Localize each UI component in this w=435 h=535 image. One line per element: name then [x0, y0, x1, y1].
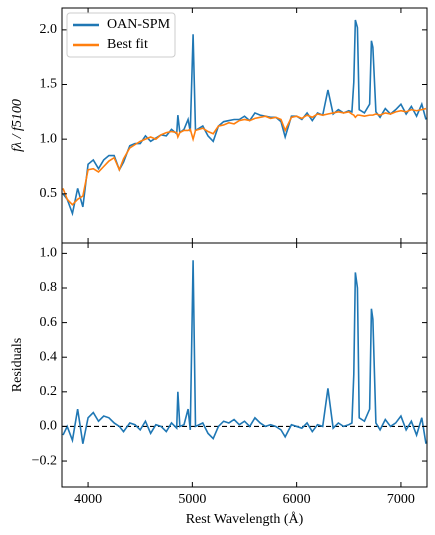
x-tick-label: 4000 — [74, 492, 102, 507]
y-tick-label: 1.5 — [40, 77, 58, 92]
y-axis-label: fλ / f5100 — [10, 99, 25, 152]
spectrum-line — [62, 260, 427, 444]
x-tick-label: 5000 — [178, 492, 206, 507]
y-axis-label: Residuals — [10, 338, 25, 392]
y-tick-label: 0.4 — [40, 349, 58, 364]
y-tick-label: 0.0 — [40, 419, 58, 434]
y-tick-label: −0.2 — [32, 453, 57, 468]
x-tick-label: 7000 — [387, 492, 415, 507]
y-tick-label: 0.8 — [40, 280, 58, 295]
y-tick-label: 0.5 — [40, 186, 58, 201]
spectrum-line — [62, 107, 427, 206]
x-tick-label: 6000 — [283, 492, 311, 507]
y-tick-label: 2.0 — [40, 22, 58, 37]
axes-frame — [61, 242, 428, 488]
legend-label: OAN-SPM — [107, 17, 171, 32]
legend-label: Best fit — [107, 37, 148, 52]
y-tick-label: 1.0 — [40, 246, 58, 261]
y-tick-label: 1.0 — [40, 131, 58, 146]
x-axis-label: Rest Wavelength (Å) — [186, 511, 304, 527]
y-tick-label: 0.6 — [40, 315, 58, 330]
y-tick-label: 0.2 — [40, 384, 58, 399]
